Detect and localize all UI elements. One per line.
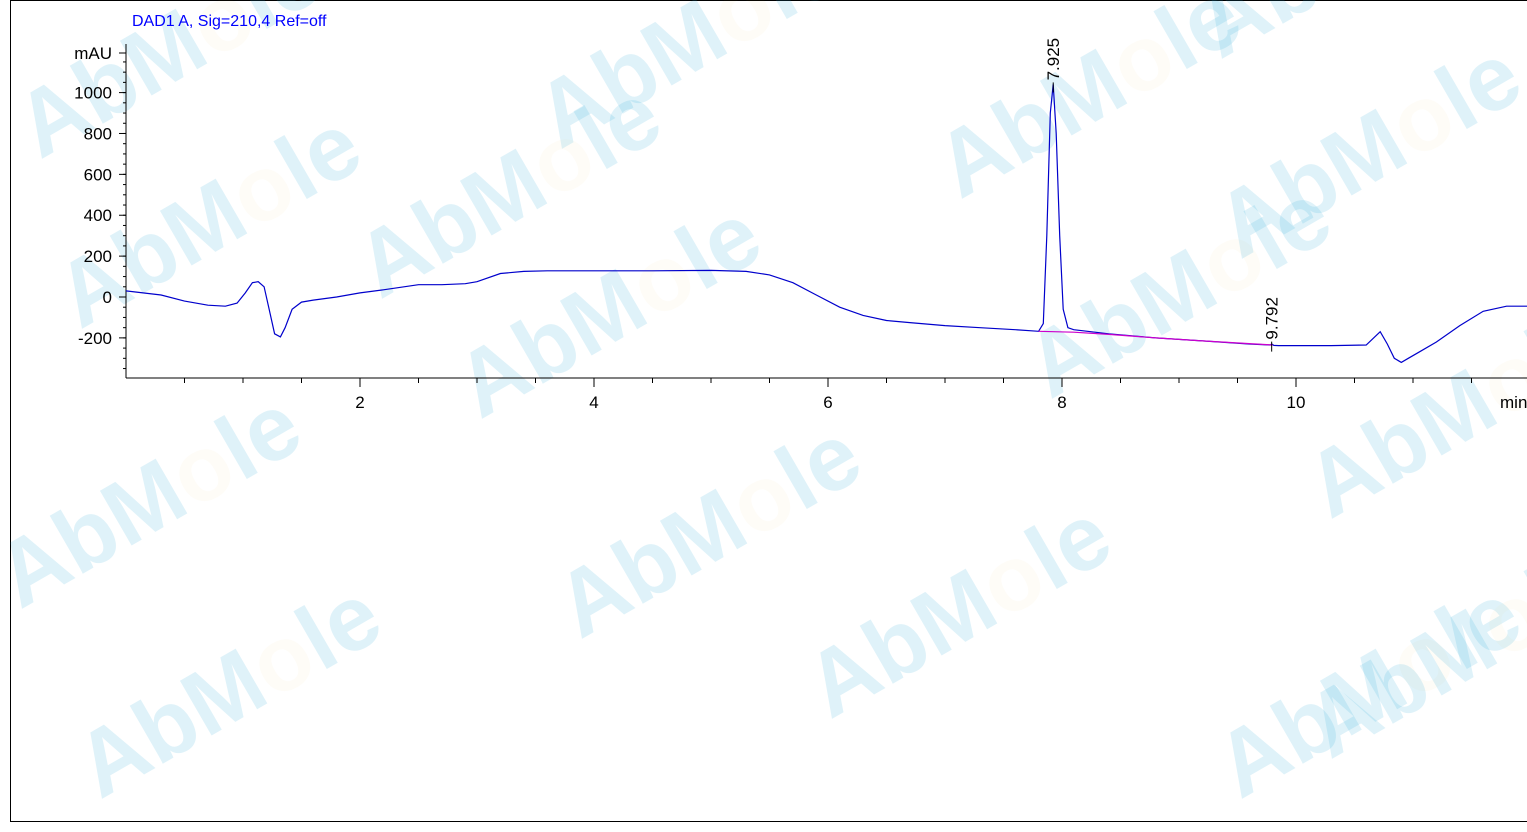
- baseline-trace: [1038, 330, 1273, 346]
- y-tick-label: 200: [84, 247, 112, 266]
- y-tick-label: -200: [78, 329, 112, 348]
- x-tick-label: 6: [823, 393, 832, 412]
- plot-area: 7.925 9.792: [125, 38, 1527, 364]
- watermark-text: AbMole: [1289, 523, 1527, 777]
- watermark-text: AbMole: [1289, 283, 1527, 537]
- y-tick-label: 1000: [74, 84, 112, 103]
- y-tick-label: 800: [84, 124, 112, 143]
- peak-label: 7.925: [1044, 38, 1063, 81]
- x-axis-label: min: [1500, 393, 1527, 412]
- x-tick-label: 10: [1287, 393, 1306, 412]
- y-tick-label: 600: [84, 165, 112, 184]
- x-tick-label: 8: [1057, 393, 1066, 412]
- signal-trace: [125, 84, 1527, 364]
- y-axis-label: mAU: [74, 44, 112, 63]
- x-tick-label: 4: [589, 393, 598, 412]
- axes: 1000 800 600 400 200 0 -200 mAU 2 4 6 8 10 min: [74, 44, 1527, 412]
- x-tick-label: 2: [355, 393, 364, 412]
- y-tick-label: 0: [103, 288, 112, 307]
- watermark-text: AbMole: [0, 373, 318, 627]
- watermark-text: AbMole: [59, 563, 398, 817]
- chart-frame: [10, 0, 1527, 822]
- watermark-text: AbMole: [539, 403, 878, 657]
- signal-label: DAD1 A, Sig=210,4 Ref=off: [132, 13, 327, 30]
- watermark-text: AbMole: [789, 483, 1128, 737]
- y-tick-label: 400: [84, 206, 112, 225]
- peak-label: 9.792: [1263, 297, 1282, 340]
